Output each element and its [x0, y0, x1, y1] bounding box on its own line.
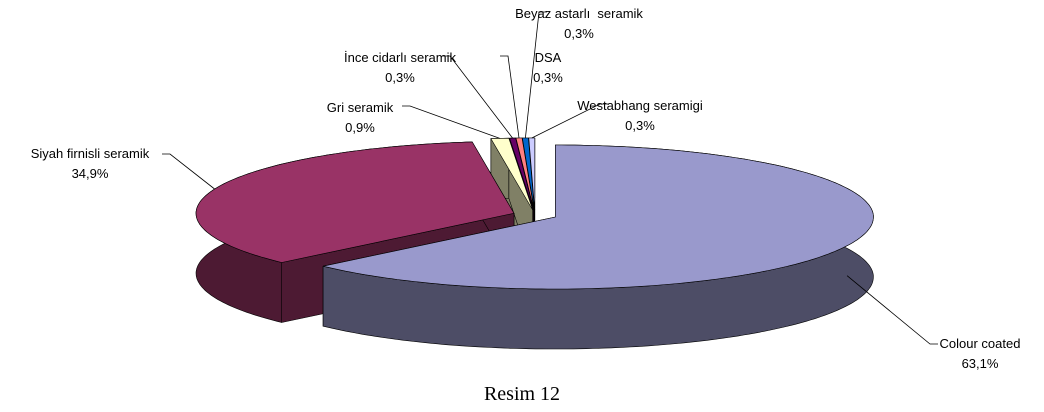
- caption: Resim 12: [484, 383, 560, 405]
- leader-line: [500, 55, 520, 139]
- slice-value-label: 0,3%: [564, 26, 594, 41]
- slice-value-label: 0,3%: [385, 70, 415, 85]
- slice-value-label: 63,1%: [962, 356, 999, 371]
- slice-value-label: 0,3%: [533, 70, 563, 85]
- leader-line: [531, 103, 608, 139]
- slice-label: Siyah firnisli seramik: [31, 146, 150, 161]
- leader-line: [442, 55, 513, 139]
- slice-label: DSA: [535, 50, 562, 65]
- pie-slice: [323, 144, 874, 290]
- slice-label: Colour coated: [940, 336, 1021, 351]
- leader-line: [162, 153, 215, 190]
- slice-value-label: 34,9%: [72, 166, 109, 181]
- slice-label: Westabhang seramigi: [577, 98, 703, 113]
- slice-label: Gri seramik: [327, 100, 394, 115]
- leader-line: [402, 105, 500, 139]
- slice-value-label: 0,3%: [625, 118, 655, 133]
- pie-tops: [195, 137, 874, 290]
- slice-value-label: 0,9%: [345, 120, 375, 135]
- leader-line: [846, 275, 938, 345]
- slice-label: Beyaz astarlı seramik: [515, 6, 643, 21]
- labels: Colour coated 63,1% Siyah firnisli seramik…: [31, 6, 1021, 371]
- leader-line: [525, 11, 547, 139]
- slice-label: İnce cidarlı seramik: [344, 50, 456, 65]
